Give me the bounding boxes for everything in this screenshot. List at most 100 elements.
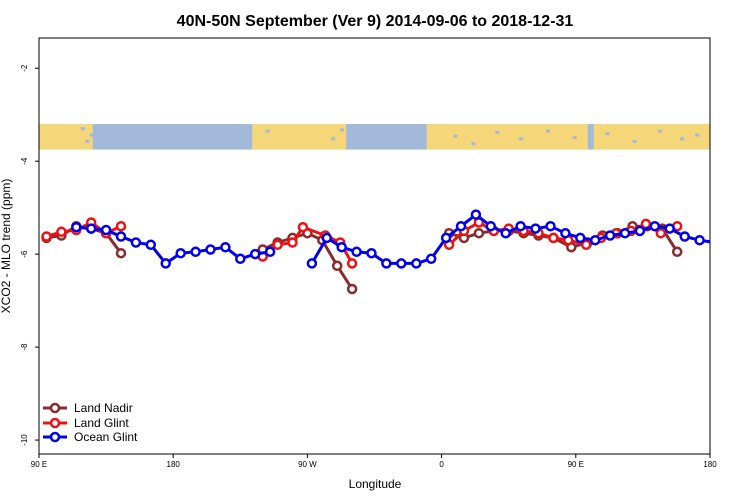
x-tick-label: 0 <box>439 460 444 469</box>
map-strip-coast <box>519 137 524 141</box>
y-tick-label: -10 <box>20 434 29 446</box>
legend-label-ocean-glint: Ocean Glint <box>74 430 138 444</box>
x-tick-label: 90 E <box>568 460 584 469</box>
data-point-ocean-glint <box>366 247 377 259</box>
data-point-land-nadir <box>346 283 358 295</box>
data-point-ocean-glint <box>190 246 201 258</box>
data-point-land-nadir <box>473 227 485 239</box>
data-point-land-glint <box>655 227 667 239</box>
data-point-ocean-glint <box>664 223 675 234</box>
data-point-land-glint <box>56 226 67 238</box>
map-strip-coast <box>632 139 637 143</box>
data-point-ocean-glint <box>130 237 142 248</box>
map-strip-coast <box>495 130 500 134</box>
map-strip-coast <box>80 127 85 131</box>
data-point-land-glint <box>346 258 358 269</box>
data-point-ocean-glint <box>709 239 710 246</box>
data-point-ocean-glint <box>351 246 362 258</box>
series-layer <box>41 209 733 295</box>
data-point-land-glint <box>287 237 298 248</box>
x-tick-label: 90 E <box>31 460 47 469</box>
map-strip-land <box>426 123 588 150</box>
chart-title: 40N-50N September (Ver 9) 2014-09-06 to … <box>177 13 574 30</box>
data-point-ocean-glint <box>85 223 97 234</box>
data-point-ocean-glint <box>205 244 216 255</box>
data-point-ocean-glint <box>725 259 733 267</box>
data-point-ocean-glint <box>440 232 452 244</box>
data-point-ocean-glint <box>264 246 276 258</box>
data-point-ocean-glint <box>649 220 661 232</box>
data-point-land-nadir <box>115 247 127 259</box>
data-point-ocean-glint <box>381 258 392 269</box>
map-strip-coast <box>265 129 270 133</box>
legend-marker-land-nadir <box>49 402 61 414</box>
data-point-ocean-glint <box>175 247 186 259</box>
map-strip-coast <box>340 128 345 132</box>
legend-label-land-glint: Land Glint <box>74 416 129 430</box>
data-point-ocean-glint <box>71 221 82 233</box>
data-point-ocean-glint <box>336 241 347 253</box>
data-point-land-nadir <box>331 260 343 272</box>
data-point-ocean-glint <box>160 258 171 269</box>
data-point-land-glint <box>580 239 592 251</box>
map-strip-coast <box>657 129 662 133</box>
data-point-ocean-glint <box>619 227 631 239</box>
y-axis-label: XCO2 - MLO trend (ppm) <box>0 179 13 314</box>
legend-marker-land-glint <box>49 417 61 429</box>
data-point-ocean-glint <box>560 227 571 239</box>
legend-label-land-nadir: Land Nadir <box>74 401 133 415</box>
series-ocean-glint <box>71 209 733 269</box>
map-strip-coast <box>471 142 476 146</box>
data-point-ocean-glint <box>545 220 556 232</box>
map-strip <box>39 123 710 150</box>
data-point-land-glint <box>115 220 127 232</box>
data-point-ocean-glint <box>589 234 601 246</box>
map-strip-coast <box>331 137 336 141</box>
data-point-ocean-glint <box>634 225 646 237</box>
legend-marker-ocean-glint <box>49 431 61 443</box>
map-strip-coast <box>680 137 685 141</box>
data-point-ocean-glint <box>396 258 407 269</box>
data-point-ocean-glint <box>425 253 437 265</box>
data-point-ocean-glint <box>530 223 541 234</box>
data-point-ocean-glint <box>220 241 231 253</box>
data-point-ocean-glint <box>455 220 467 232</box>
data-point-land-glint <box>41 231 52 242</box>
map-strip-land <box>593 123 710 150</box>
data-point-ocean-glint <box>115 231 127 242</box>
data-point-land-nadir <box>671 246 683 258</box>
legend: Land Nadir Land Glint Ocean Glint <box>43 401 138 444</box>
y-tick-label: -2 <box>20 64 29 72</box>
data-point-ocean-glint <box>694 234 705 246</box>
data-point-ocean-glint <box>235 253 246 265</box>
map-strip-coast <box>572 136 577 140</box>
map-strip-coast <box>605 132 610 136</box>
data-point-ocean-glint <box>470 209 482 220</box>
data-point-land-glint <box>297 221 309 233</box>
data-point-ocean-glint <box>145 239 157 251</box>
y-tick-label: -6 <box>20 250 29 258</box>
x-axis-label: Longitude <box>349 477 402 491</box>
y-tick-label: -8 <box>20 343 29 351</box>
data-point-land-glint <box>272 239 283 251</box>
map-strip-coast <box>453 134 458 138</box>
map-strip-coast <box>85 139 90 143</box>
series-land-nadir <box>41 220 683 295</box>
data-point-ocean-glint <box>500 227 511 239</box>
data-point-ocean-glint <box>485 220 497 232</box>
x-tick-label: 90 W <box>298 460 317 469</box>
x-axis: 90 E 180 90 W 0 90 E 180 <box>31 454 717 469</box>
data-point-ocean-glint <box>411 258 422 269</box>
data-point-ocean-glint <box>515 220 526 232</box>
map-strip-coast <box>695 133 700 137</box>
data-point-ocean-glint <box>321 232 333 244</box>
data-point-ocean-glint <box>249 248 261 260</box>
x-tick-label: 180 <box>703 460 717 469</box>
map-strip-land <box>252 123 347 150</box>
map-strip-coast <box>89 133 94 137</box>
data-point-ocean-glint <box>306 258 318 269</box>
data-point-land-glint <box>548 232 559 244</box>
data-point-ocean-glint <box>100 224 112 236</box>
x-tick-label: 180 <box>167 460 181 469</box>
